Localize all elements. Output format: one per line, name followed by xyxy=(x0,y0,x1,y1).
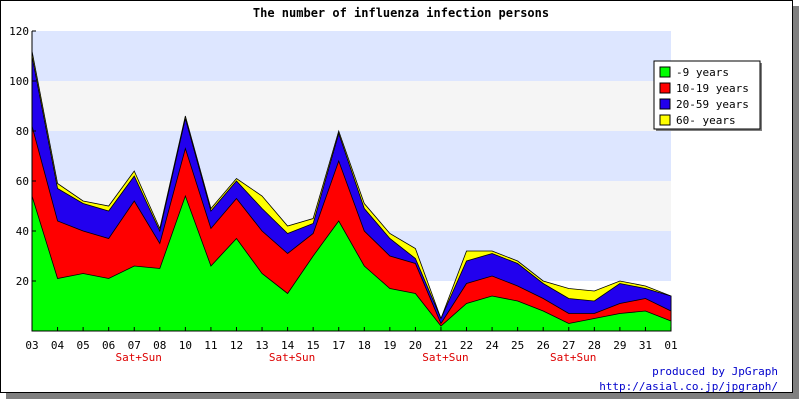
y-tick-label: 80 xyxy=(16,125,29,138)
x-tick-label: 04 xyxy=(51,339,65,352)
x-tick-label: 14 xyxy=(281,339,295,352)
x-tick-label: 15 xyxy=(307,339,320,352)
y-tick-label: 120 xyxy=(9,25,29,38)
legend-swatch xyxy=(659,82,671,94)
plot-background-bands xyxy=(32,31,671,331)
y-tick-label: 100 xyxy=(9,75,29,88)
x-tick-label: 19 xyxy=(383,339,396,352)
weekend-label: Sat+Sun xyxy=(422,351,468,364)
plot-band xyxy=(32,31,671,81)
x-tick-label: 24 xyxy=(485,339,499,352)
legend-label: 10-19 years xyxy=(676,82,749,95)
stacked-areas xyxy=(31,50,672,332)
x-tick-label: 13 xyxy=(255,339,268,352)
y-tick-label: 20 xyxy=(16,275,29,288)
x-tick-label: 12 xyxy=(230,339,243,352)
y-tick-label: 60 xyxy=(16,175,29,188)
x-tick-label: 20 xyxy=(409,339,422,352)
weekend-label: Sat+Sun xyxy=(269,351,315,364)
y-tick-label: 40 xyxy=(16,225,29,238)
x-tick-label: 17 xyxy=(332,339,345,352)
x-tick-label: 10 xyxy=(179,339,192,352)
x-tick-label: 08 xyxy=(153,339,166,352)
x-tick-label: 21 xyxy=(434,339,447,352)
x-tick-label: 26 xyxy=(537,339,550,352)
x-tick-label: 03 xyxy=(25,339,38,352)
legend: -9 years 10-19 years 20-59 years 60- years xyxy=(653,60,762,131)
x-tick-label: 28 xyxy=(588,339,601,352)
legend-label: 20-59 years xyxy=(676,98,749,111)
x-tick-label: 25 xyxy=(511,339,524,352)
x-tick-label: 11 xyxy=(204,339,217,352)
legend-label: -9 years xyxy=(676,66,729,79)
x-tick-label: 01 xyxy=(664,339,677,352)
legend-swatch xyxy=(659,98,671,110)
x-tick-label: 05 xyxy=(76,339,89,352)
legend-box xyxy=(653,60,761,130)
legend-label: 60- years xyxy=(676,114,736,127)
x-tick-label: 29 xyxy=(613,339,626,352)
chart-canvas: The number of influenza infection person… xyxy=(9,6,762,364)
x-tick-label: 07 xyxy=(128,339,141,352)
area-series-1 xyxy=(31,194,672,332)
x-tick-label: 22 xyxy=(460,339,473,352)
x-tick-label: 18 xyxy=(358,339,371,352)
x-tick-label: 31 xyxy=(639,339,652,352)
credit-url[interactable]: http://asial.co.jp/jpgraph/ xyxy=(599,380,778,393)
axes: 20 40 60 80 100 120 03 04 05 06 07 08 10 11 12 13 14 15 17… xyxy=(9,25,678,364)
chart-title: The number of influenza infection person… xyxy=(253,6,549,20)
weekend-label: Sat+Sun xyxy=(550,351,596,364)
credit-producer: produced by JpGraph xyxy=(652,365,778,378)
plot-band xyxy=(32,81,671,131)
x-tick-label: 27 xyxy=(562,339,575,352)
chart-frame: The number of influenza infection person… xyxy=(0,0,793,393)
weekend-label: Sat+Sun xyxy=(116,351,162,364)
legend-swatch xyxy=(659,114,671,126)
legend-swatch xyxy=(659,66,671,78)
x-tick-label: 06 xyxy=(102,339,115,352)
